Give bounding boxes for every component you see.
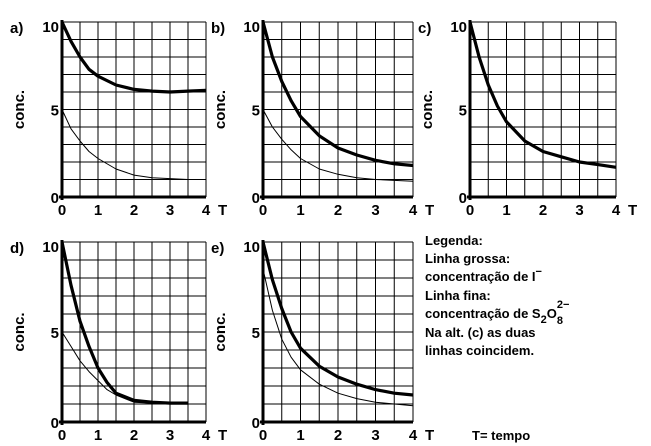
panel-label: d) — [10, 240, 24, 257]
y-tick-label: 5 — [51, 325, 59, 342]
legend-thin-label: Linha fina: — [425, 288, 491, 303]
x-tick-label: 3 — [166, 427, 174, 444]
y-tick-label: 5 — [459, 103, 467, 120]
series-line-thick — [261, 241, 414, 397]
x-tick-label: 1 — [94, 427, 102, 444]
panel-label: c) — [418, 20, 431, 37]
x-tick-label: 4 — [612, 202, 621, 219]
y-axis-label: conc. — [11, 90, 28, 129]
time-note: T= tempo — [472, 428, 531, 443]
legend-thick-sup: − — [535, 266, 542, 278]
x-tick-label: 2 — [334, 427, 342, 444]
y-tick-label: 10 — [243, 19, 260, 36]
legend-thin-o: O — [546, 306, 557, 321]
x-tick-label: 2 — [334, 202, 342, 219]
y-tick-label: 0 — [51, 415, 59, 432]
y-tick-label: 10 — [450, 19, 467, 36]
x-tick-label: 3 — [371, 427, 379, 444]
series-line-thin — [262, 109, 414, 182]
x-tick-label: 1 — [296, 202, 304, 219]
y-tick-label: 0 — [252, 190, 260, 207]
series-line-thick — [261, 21, 414, 168]
x-tick-label: 1 — [502, 202, 510, 219]
y-tick-label: 5 — [51, 103, 59, 120]
x-axis-label: T — [425, 202, 434, 219]
legend-thin-text: concentração de S — [425, 306, 541, 321]
legend-thin-supsub: 2− 8 — [557, 299, 570, 327]
series-line-thick — [468, 21, 617, 169]
y-axis-label: conc. — [419, 90, 436, 129]
legend-note-1: Na alt. (c) as duas — [425, 325, 536, 340]
x-tick-label: 3 — [166, 202, 174, 219]
y-axis-label: conc. — [212, 90, 229, 129]
x-tick-label: 1 — [94, 202, 102, 219]
x-axis-label: T — [218, 427, 227, 444]
y-tick-label: 5 — [252, 103, 260, 120]
legend: Legenda: Linha grossa: concentração de I… — [425, 232, 649, 360]
x-axis-label: T — [425, 427, 434, 444]
x-tick-label: 2 — [130, 427, 138, 444]
x-axis-label: T — [218, 202, 227, 219]
legend-thin-desc: concentração de S2O 2− 8 — [425, 299, 649, 327]
legend-thick-desc: concentração de I− — [425, 266, 649, 287]
series-line-thin — [61, 109, 206, 180]
panel-label: a) — [10, 20, 23, 37]
y-tick-label: 0 — [252, 415, 260, 432]
x-tick-label: 0 — [259, 427, 267, 444]
x-tick-label: 0 — [466, 202, 474, 219]
x-tick-label: 4 — [409, 427, 418, 444]
x-tick-label: 2 — [539, 202, 547, 219]
legend-thick-label: Linha grossa: — [425, 251, 511, 266]
y-tick-label: 10 — [42, 19, 59, 36]
x-tick-label: 0 — [259, 202, 267, 219]
y-tick-label: 0 — [459, 190, 467, 207]
y-tick-label: 10 — [243, 239, 260, 256]
y-axis-label: conc. — [212, 312, 229, 351]
x-tick-label: 4 — [202, 202, 211, 219]
x-tick-label: 1 — [296, 427, 304, 444]
series-line-thick — [60, 241, 188, 405]
x-tick-label: 4 — [409, 202, 418, 219]
legend-title: Legenda: — [425, 233, 483, 248]
x-tick-label: 4 — [202, 427, 211, 444]
legend-thick-text: concentração de I — [425, 269, 536, 284]
y-tick-label: 10 — [42, 239, 59, 256]
x-tick-label: 0 — [58, 427, 66, 444]
y-tick-label: 0 — [51, 190, 59, 207]
legend-note-2: linhas coincidem. — [425, 343, 535, 358]
series-line-thick — [60, 21, 207, 94]
x-tick-label: 2 — [130, 202, 138, 219]
panel-label: b) — [211, 20, 225, 37]
series-line-thin — [262, 268, 414, 407]
legend-thin-sub8: 8 — [556, 315, 563, 327]
x-tick-label: 3 — [371, 202, 379, 219]
x-tick-label: 3 — [575, 202, 583, 219]
y-axis-label: conc. — [11, 312, 28, 351]
x-tick-label: 0 — [58, 202, 66, 219]
y-tick-label: 5 — [252, 325, 260, 342]
legend-thin-sup: 2− — [556, 299, 570, 311]
panel-label: e) — [211, 240, 224, 257]
series-line-thin — [61, 331, 188, 405]
legend-thin-sub2: 2 — [540, 314, 547, 326]
x-axis-label: T — [628, 202, 637, 219]
